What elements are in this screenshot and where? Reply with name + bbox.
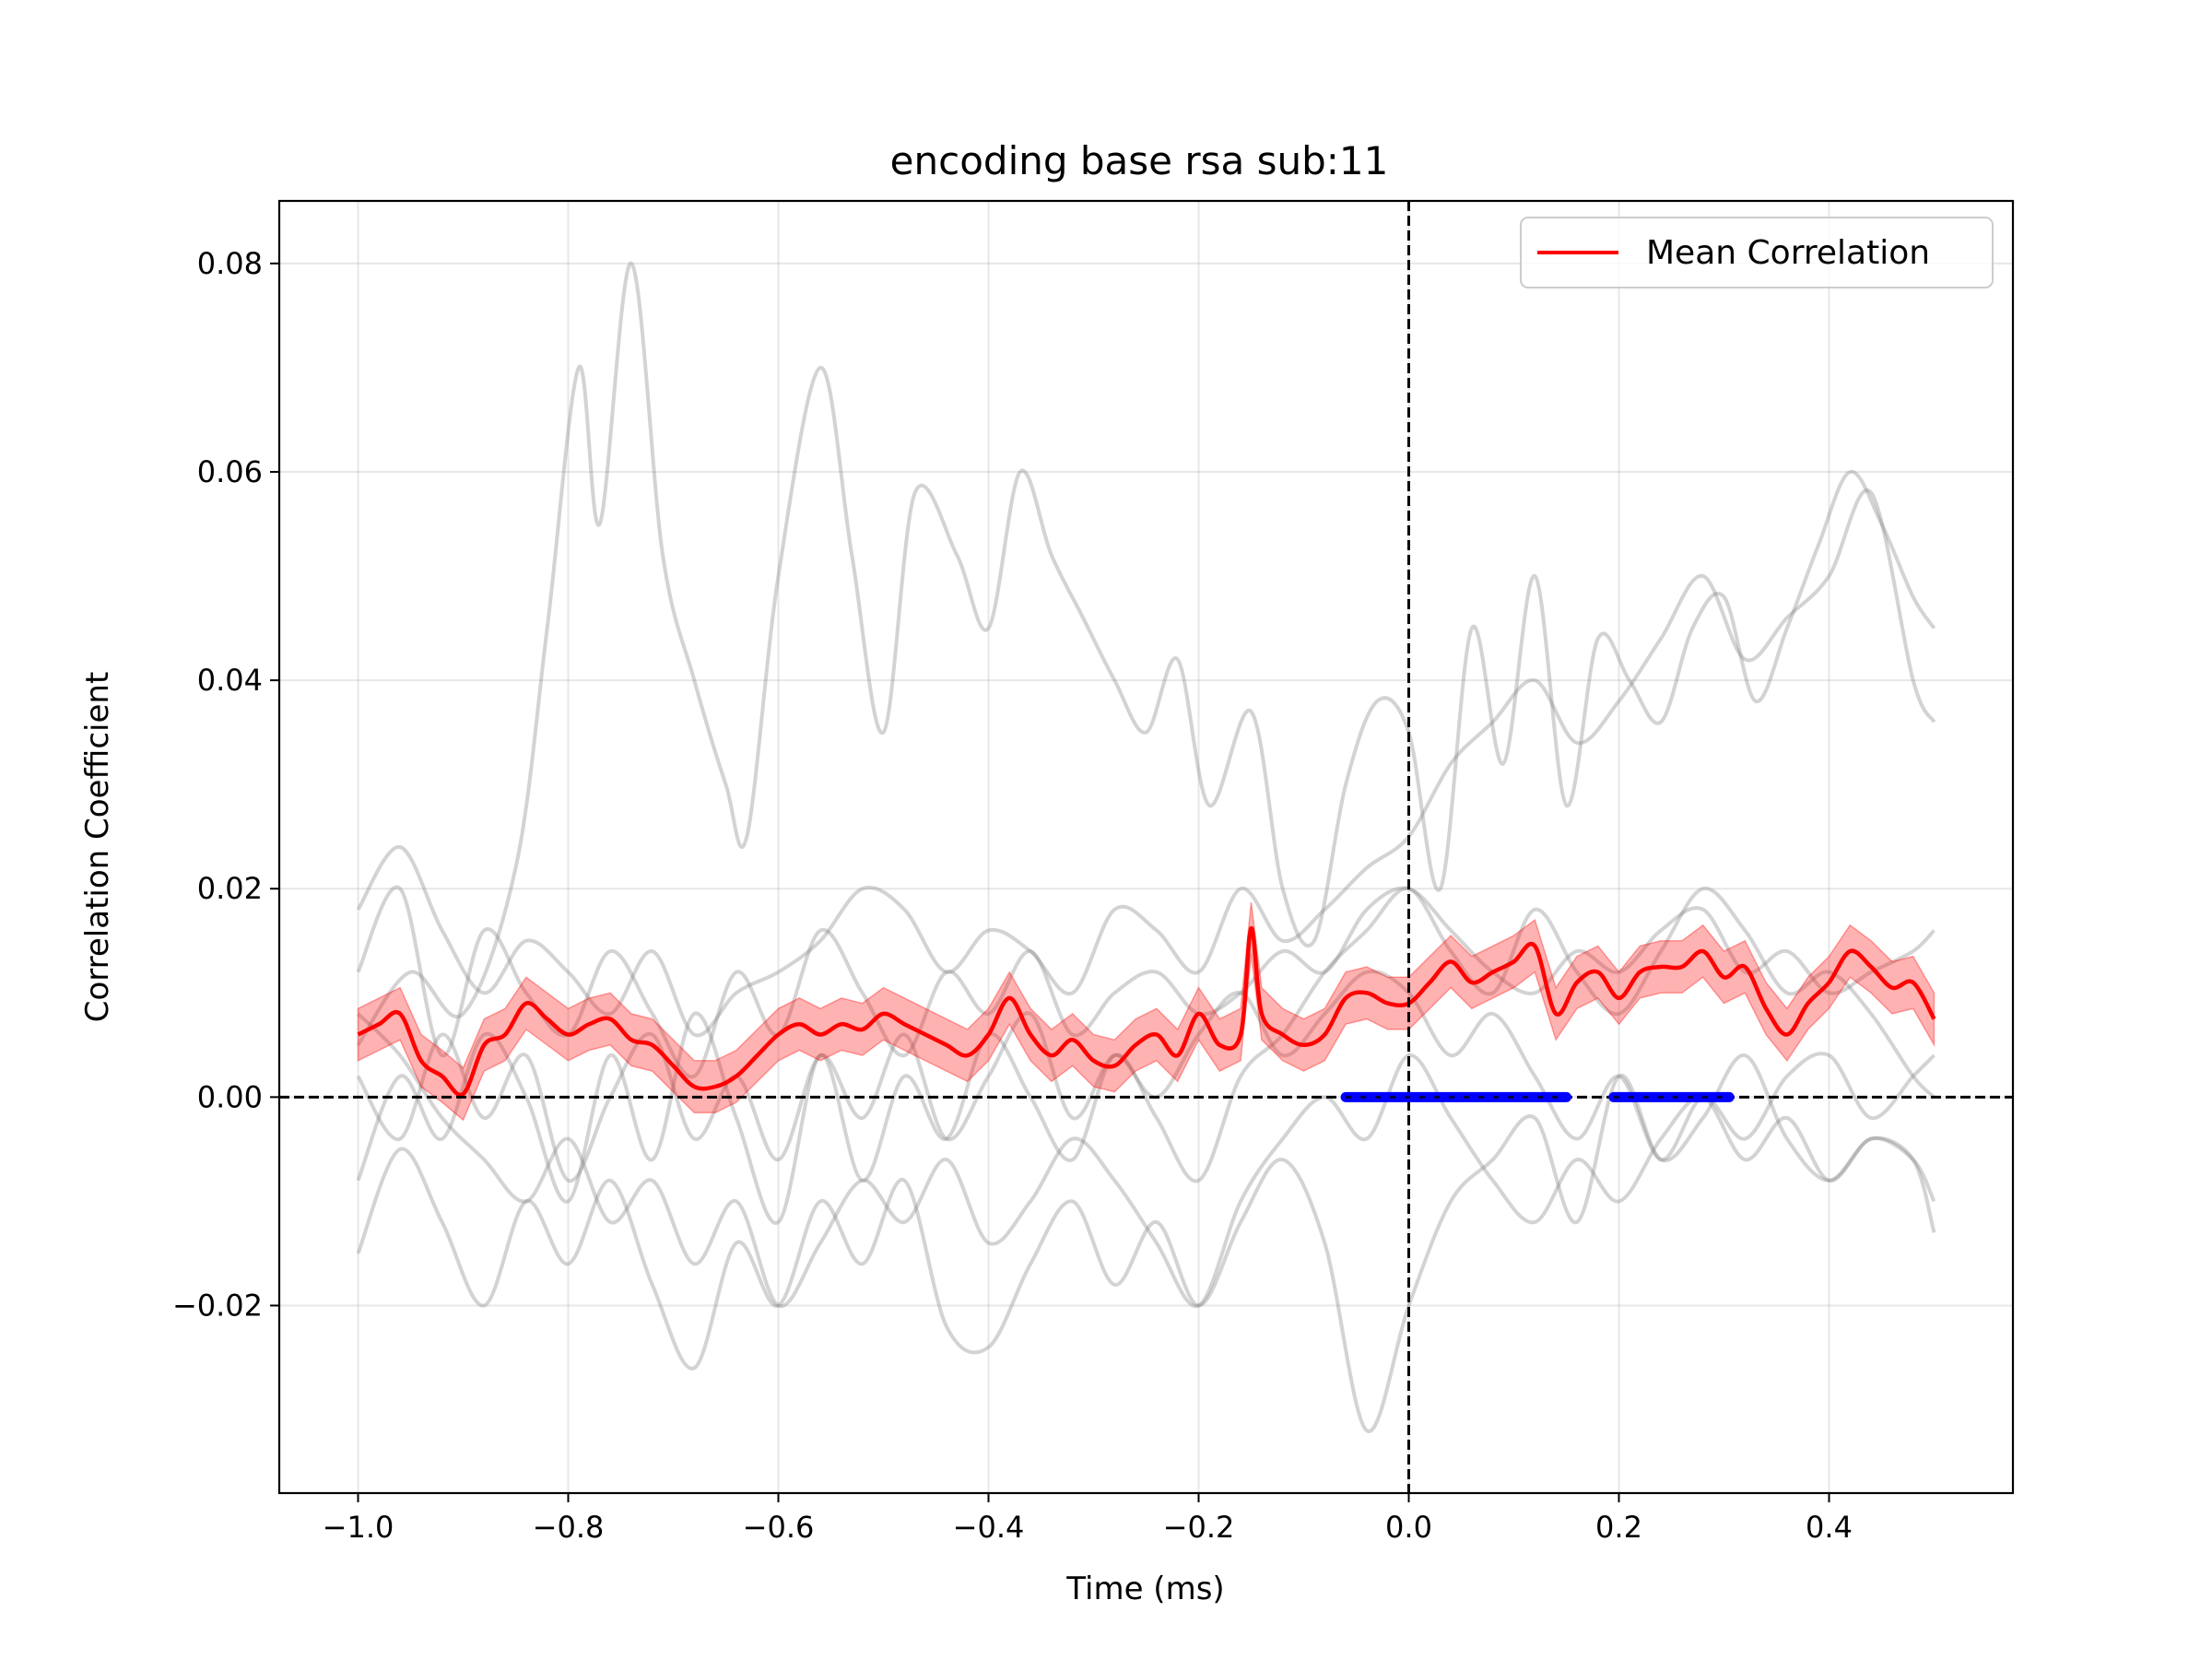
legend-label-mean: Mean Correlation <box>1646 234 1930 272</box>
y-axis-label: Correlation Coefficient <box>79 672 116 1023</box>
legend: Mean Correlation <box>1520 217 1994 288</box>
x-tick-label: −0.8 <box>533 1510 605 1545</box>
plot-frame <box>277 199 2015 1495</box>
legend-box <box>1520 217 1994 288</box>
x-axis-ticks: −1.0 −0.8 −0.6 −0.4 −0.2 0.0 0.2 0.4 <box>323 1493 1853 1545</box>
individual-series-line <box>356 488 1936 1038</box>
individual-series-line <box>356 885 1936 1079</box>
individual-series-group <box>356 261 1936 1433</box>
individual-series-line <box>356 261 1936 1046</box>
x-tick-label: 0.4 <box>1806 1510 1853 1545</box>
y-tick-label: 0.02 <box>197 871 263 906</box>
x-tick-label: 0.0 <box>1385 1510 1432 1545</box>
y-tick-label: 0.00 <box>197 1079 263 1114</box>
mean-series-group <box>357 925 1936 1098</box>
individual-series-line <box>356 887 1936 1225</box>
x-tick-label: 0.2 <box>1595 1510 1642 1545</box>
x-axis-label: Time (ms) <box>1065 1571 1224 1607</box>
x-tick-label: −0.2 <box>1163 1510 1235 1545</box>
x-tick-label: −0.4 <box>953 1510 1025 1545</box>
y-tick-label: 0.06 <box>197 454 263 489</box>
mean-series-line <box>357 925 1936 1098</box>
chart-title: encoding base rsa sub:11 <box>890 138 1389 183</box>
x-tick-label: −1.0 <box>323 1510 394 1545</box>
reference-lines <box>279 201 2013 1493</box>
y-tick-label: −0.02 <box>172 1288 263 1323</box>
x-tick-label: −0.6 <box>743 1510 815 1545</box>
y-tick-label: 0.08 <box>197 246 263 281</box>
y-axis-ticks: −0.02 0.00 0.02 0.04 0.06 0.08 <box>172 246 279 1323</box>
individual-series-line <box>357 1012 1936 1309</box>
individual-series-line <box>356 1053 1936 1433</box>
y-tick-label: 0.04 <box>197 663 263 698</box>
